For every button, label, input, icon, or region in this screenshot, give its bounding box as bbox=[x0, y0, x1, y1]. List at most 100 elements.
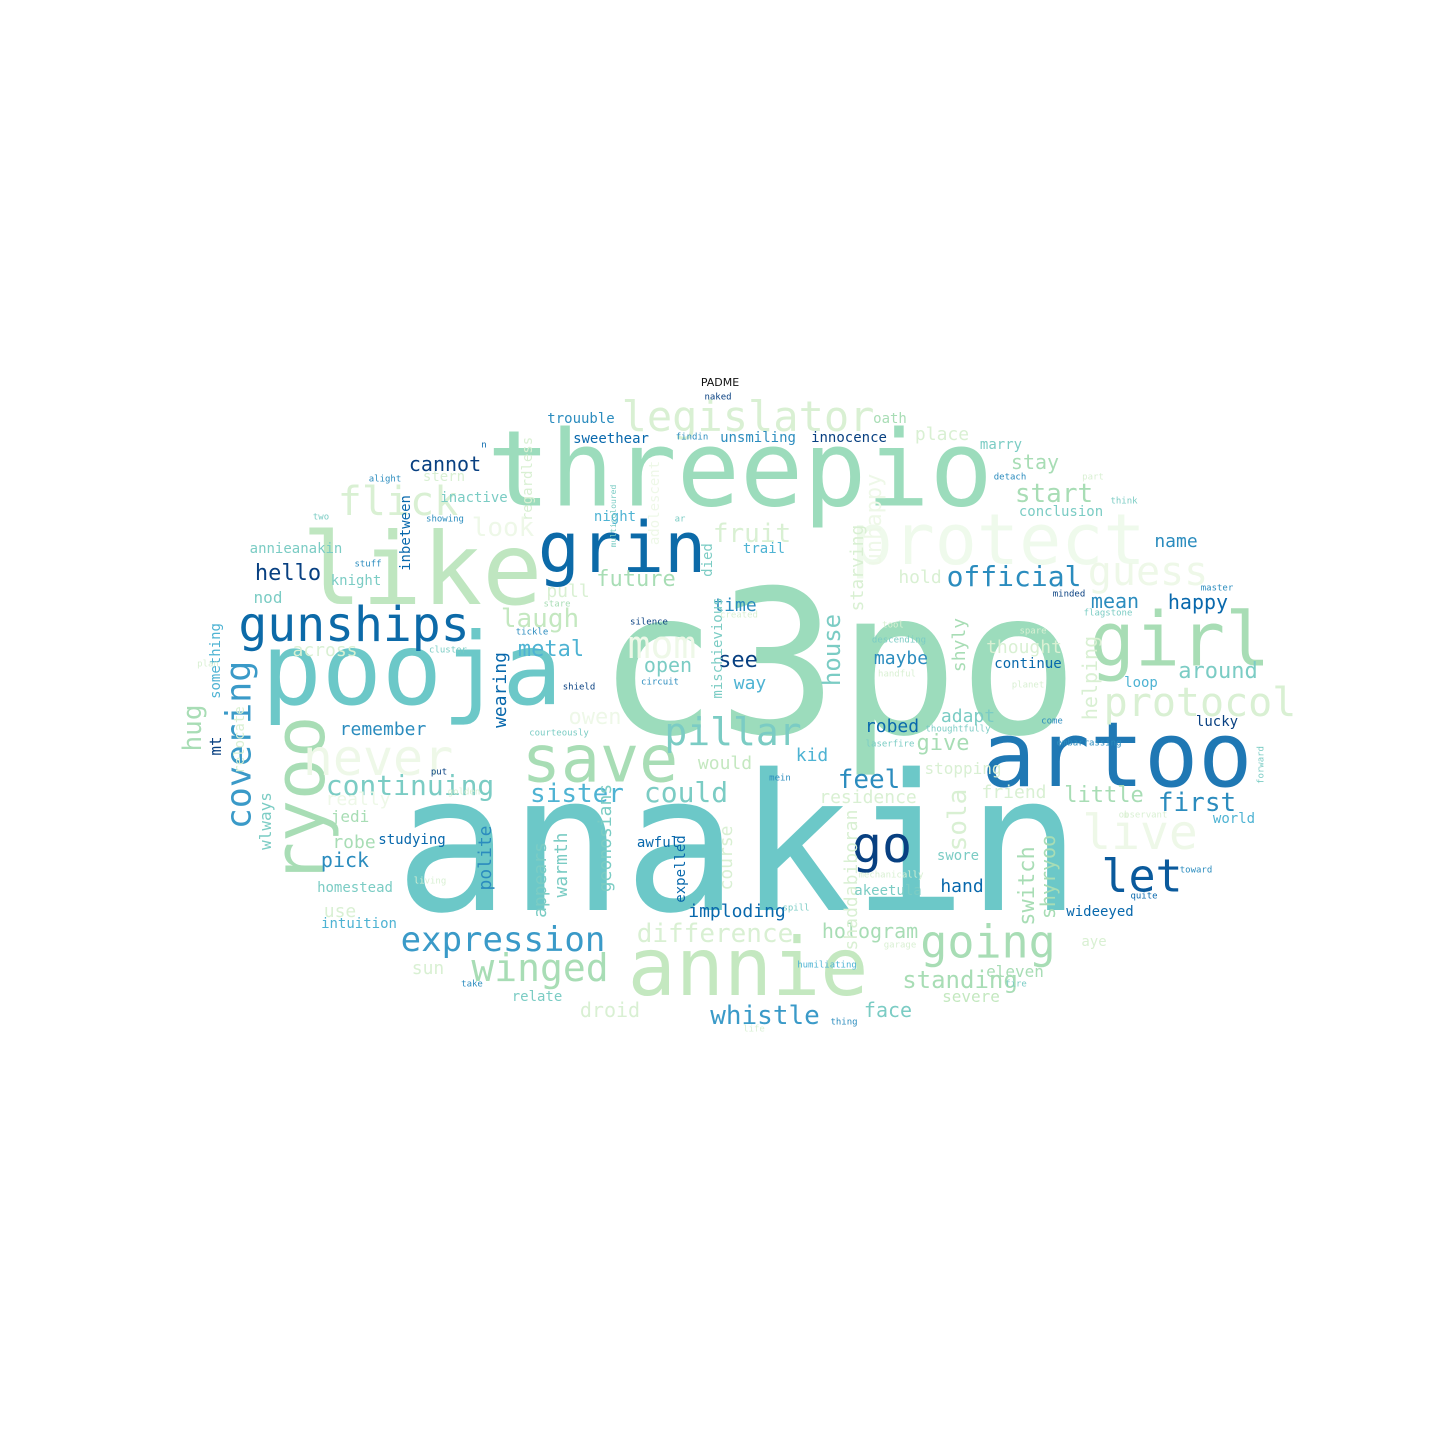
cloud-word: alight bbox=[368, 474, 402, 485]
cloud-word: descending bbox=[871, 635, 927, 646]
cloud-word: night bbox=[593, 509, 637, 525]
cloud-word: intuition bbox=[321, 916, 397, 932]
cloud-word: could bbox=[643, 776, 729, 809]
cloud-word: mein bbox=[769, 773, 791, 784]
cloud-word: stopping bbox=[924, 759, 1002, 778]
cloud-word: aye bbox=[1081, 934, 1107, 950]
cloud-word: mom bbox=[627, 623, 697, 667]
cloud-word: continuing bbox=[325, 769, 495, 802]
cloud-word: world bbox=[1212, 811, 1256, 827]
cloud-word: unsmiling bbox=[720, 430, 796, 446]
cloud-word: stare bbox=[543, 599, 571, 610]
cloud-word: hologram bbox=[821, 919, 919, 943]
cloud-word: annieanakin bbox=[249, 541, 343, 557]
cloud-word: ar bbox=[674, 514, 686, 525]
cloud-word: protocol bbox=[1103, 680, 1297, 726]
cloud-word: regardless bbox=[520, 436, 536, 522]
cloud-word: sun bbox=[411, 958, 445, 979]
cloud-word: plan bbox=[197, 659, 219, 670]
cloud-word: live bbox=[1082, 805, 1198, 861]
cloud-word: maybe bbox=[873, 648, 929, 669]
cloud-word: spill bbox=[782, 903, 810, 914]
cloud-word: golden bbox=[447, 787, 481, 798]
cloud-word: relate bbox=[511, 989, 563, 1005]
cloud-word: see bbox=[718, 648, 758, 673]
cloud-word: anakin bbox=[394, 734, 1082, 955]
cloud-word: take bbox=[461, 979, 483, 990]
cloud-word: name bbox=[1154, 531, 1198, 552]
cloud-word: tool bbox=[882, 620, 904, 631]
cloud-word: toward bbox=[1179, 865, 1213, 876]
cloud-word: hold bbox=[898, 567, 942, 588]
cloud-word: wearing bbox=[490, 652, 511, 728]
cloud-word: cannot bbox=[408, 452, 482, 476]
cloud-word: grin bbox=[537, 507, 707, 589]
cloud-word: wlways bbox=[256, 792, 275, 850]
cloud-word: inactive bbox=[440, 490, 508, 506]
cloud-word: hug bbox=[178, 704, 208, 752]
cloud-word: use bbox=[323, 901, 357, 922]
cloud-word: naked bbox=[704, 392, 732, 403]
cloud-word: way bbox=[733, 673, 767, 694]
cloud-word: shield bbox=[562, 682, 596, 693]
cloud-word: lucky bbox=[1195, 714, 1239, 730]
cloud-word: remember bbox=[339, 719, 427, 740]
cloud-word: adolescent bbox=[647, 460, 663, 546]
cloud-word: silence bbox=[630, 617, 668, 628]
cloud-word: quite bbox=[1130, 891, 1158, 902]
cloud-word: imploding bbox=[688, 901, 786, 922]
cloud-word: trouuble bbox=[547, 411, 615, 427]
cloud-word: life bbox=[743, 1024, 765, 1035]
cloud-word: multicoloured bbox=[609, 484, 618, 548]
cloud-word: humiliating bbox=[797, 960, 857, 971]
cloud-word: severe bbox=[942, 987, 1000, 1006]
cloud-word: jedi bbox=[330, 807, 370, 826]
cloud-word: continue bbox=[994, 656, 1062, 672]
cloud-word: friend bbox=[981, 782, 1047, 803]
cloud-word: first bbox=[1157, 788, 1237, 818]
cloud-word: adapt bbox=[940, 706, 996, 727]
cloud-word: awful bbox=[636, 835, 680, 851]
cloud-word: hand bbox=[940, 876, 984, 897]
cloud-word: observant bbox=[1118, 810, 1168, 821]
cloud-word: fire bbox=[1005, 979, 1027, 990]
cloud-word: never bbox=[302, 729, 454, 787]
cloud-word: unhappy bbox=[862, 473, 887, 567]
cloud-word: pillar bbox=[664, 710, 802, 754]
cloud-word: kid bbox=[795, 745, 829, 766]
cloud-word: conclusion bbox=[1018, 504, 1104, 520]
cloud-word: course bbox=[716, 825, 737, 891]
cloud-word: findin bbox=[675, 432, 709, 443]
cloud-word: artoo bbox=[981, 703, 1253, 808]
cloud-word: thought bbox=[986, 637, 1062, 658]
cloud-word: feel bbox=[837, 765, 901, 795]
cloud-word: think bbox=[1110, 496, 1138, 507]
cloud-word: courteously bbox=[529, 728, 589, 739]
cloud-word: detach bbox=[993, 472, 1027, 483]
cloud-word: threepio bbox=[487, 408, 993, 531]
cloud-word: appears bbox=[530, 842, 551, 918]
cloud-word: wideeyed bbox=[1066, 904, 1134, 920]
cloud-word: warmth bbox=[551, 832, 572, 898]
cloud-word: trail bbox=[742, 541, 786, 557]
cloud-word: relocate bbox=[232, 706, 248, 774]
cloud-word: laugh bbox=[500, 604, 580, 634]
cloud-word: difference bbox=[636, 919, 794, 949]
cloud-word: let bbox=[1101, 849, 1183, 903]
cloud-word: protect bbox=[850, 499, 1146, 581]
cloud-word: master bbox=[1200, 583, 1234, 594]
cloud-word: living bbox=[413, 876, 447, 887]
cloud-word: future bbox=[596, 567, 676, 592]
cloud-title: PADME bbox=[700, 376, 740, 389]
cloud-word: gunships bbox=[238, 597, 470, 653]
cloud-word: stern bbox=[422, 469, 466, 485]
cloud-word: marry bbox=[979, 437, 1023, 453]
cloud-word: part bbox=[1082, 472, 1104, 483]
cloud-word: time bbox=[713, 595, 757, 616]
cloud-word: come bbox=[1041, 716, 1063, 727]
cloud-word: house bbox=[818, 613, 846, 687]
cloud-word: forward bbox=[1256, 746, 1267, 784]
cloud-word: official bbox=[946, 560, 1082, 593]
cloud-word: go bbox=[851, 816, 913, 874]
